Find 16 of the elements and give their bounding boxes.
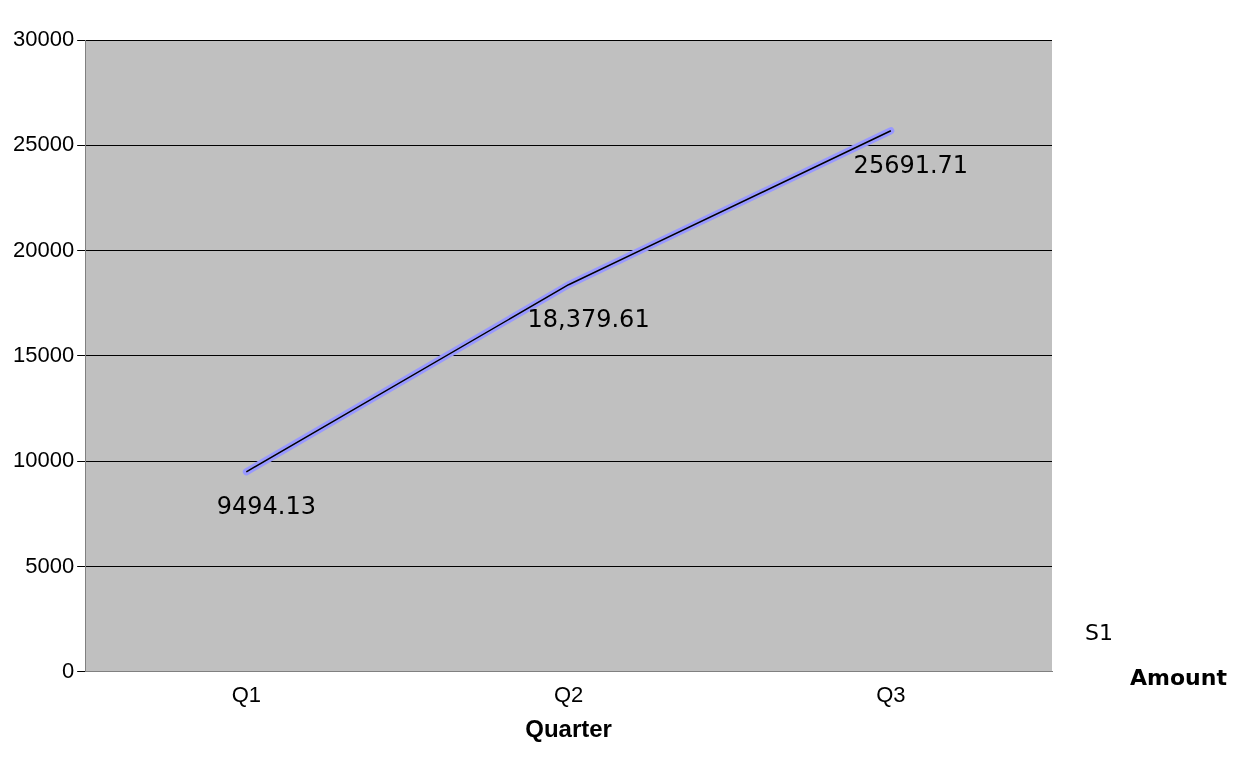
y-tick-label: 15000 (12, 341, 75, 367)
x-axis-title: Quarter (525, 715, 612, 743)
data-label: 25691.71 (853, 150, 969, 179)
text: Amount (1130, 665, 1227, 690)
x-tick-label: Q2 (553, 682, 584, 708)
y-tick-label: 0 (61, 657, 75, 683)
x-tick-label: Q3 (876, 682, 906, 708)
y-tick-label: 20000 (12, 236, 75, 262)
y-tick-label: 30000 (12, 26, 75, 52)
data-label: 18,379.61 (527, 304, 650, 333)
y-tick-label: 10000 (12, 447, 75, 473)
data-label: 9494.13 (216, 492, 316, 521)
y-tick-label: 25000 (12, 131, 75, 157)
text: S1 (1085, 620, 1113, 645)
x-tick-label: Q1 (231, 682, 261, 708)
y-tick-label: 5000 (25, 552, 75, 578)
